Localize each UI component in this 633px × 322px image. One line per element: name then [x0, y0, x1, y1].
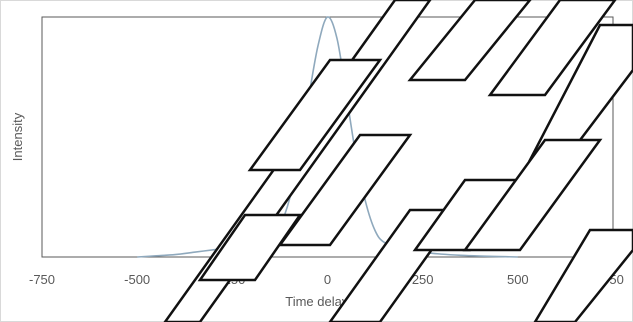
watermark-stripe — [407, 0, 532, 82]
x-tick-label: 500 — [507, 272, 529, 287]
watermark-overlay — [163, 0, 633, 322]
y-axis-title: Intensity — [10, 112, 25, 161]
watermark-stripe — [527, 23, 633, 162]
x-tick-label: 250 — [412, 272, 434, 287]
watermark-stripe — [462, 138, 603, 252]
watermark-stripe — [197, 213, 303, 282]
x-tick-label: -500 — [124, 272, 150, 287]
x-tick-label: 0 — [324, 272, 331, 287]
watermark-stripe — [277, 133, 413, 247]
x-tick-label: -750 — [29, 272, 55, 287]
watermark-stripe — [247, 58, 383, 172]
watermark-stripe — [533, 228, 633, 322]
watermark-stripe — [487, 0, 617, 97]
